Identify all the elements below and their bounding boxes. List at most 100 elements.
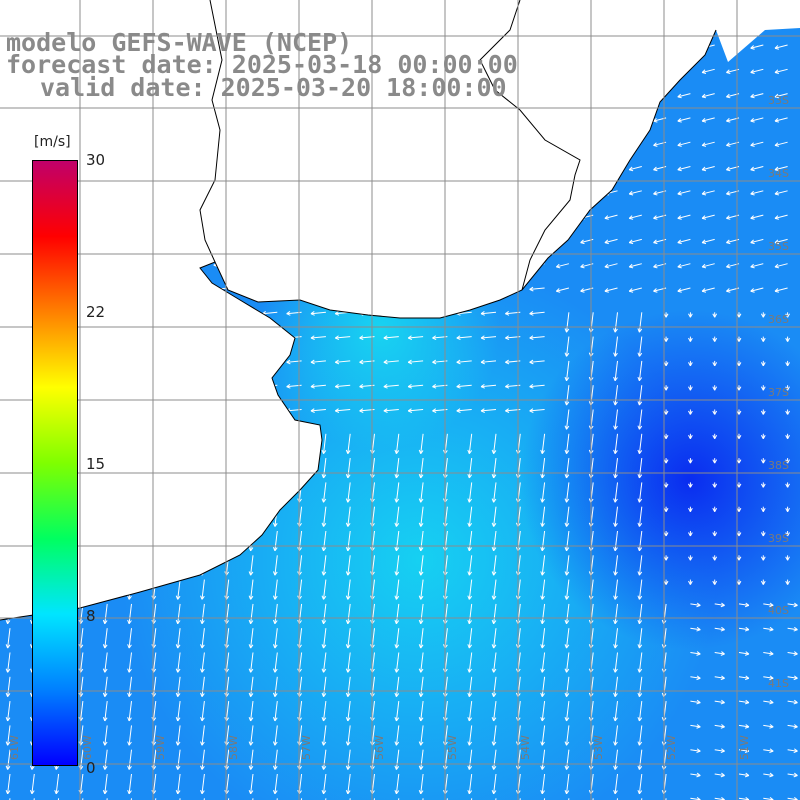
wind-arrow-head bbox=[164, 238, 169, 242]
wind-arrow-head bbox=[566, 595, 570, 600]
wind-arrow-head bbox=[335, 288, 340, 292]
wind-arrow-head bbox=[164, 311, 169, 315]
wind-arrow-head bbox=[750, 45, 754, 49]
wind-arrow-head bbox=[653, 144, 658, 147]
wind-arrow-head bbox=[359, 410, 364, 413]
wind-arrow-head bbox=[564, 717, 567, 722]
wind-arrow-head bbox=[726, 288, 730, 292]
wind-arrow-head bbox=[712, 459, 716, 464]
wind-arrow-head bbox=[505, 189, 509, 193]
wind-arrow-head bbox=[653, 45, 657, 49]
wind-arrow bbox=[408, 190, 424, 193]
wind-arrow bbox=[347, 579, 351, 600]
wind-arrow bbox=[347, 530, 351, 551]
wind-arrow-head bbox=[564, 522, 567, 527]
wind-arrow-head bbox=[335, 410, 340, 413]
wind-arrow-head bbox=[456, 213, 461, 217]
wind-arrow-head bbox=[200, 595, 203, 600]
wind-arrow bbox=[604, 141, 618, 146]
wind-arrow bbox=[262, 214, 278, 218]
wind-arrow-head bbox=[785, 459, 789, 464]
lon-label: 56W bbox=[373, 735, 386, 760]
wind-arrow-head bbox=[467, 474, 470, 479]
wind-arrow-head bbox=[529, 140, 534, 145]
wind-arrow-head bbox=[7, 717, 11, 722]
wind-arrow-head bbox=[29, 789, 33, 795]
wind-arrow bbox=[614, 433, 618, 454]
wind-arrow-head bbox=[468, 450, 473, 454]
wind-arrow-head bbox=[738, 556, 742, 561]
wind-arrow-head bbox=[359, 264, 364, 268]
wind-arrow-head bbox=[127, 765, 130, 770]
wind-arrow-head bbox=[250, 498, 254, 503]
wind-arrow-head bbox=[555, 288, 560, 292]
wind-arrow-head bbox=[456, 143, 461, 146]
wind-arrow-head bbox=[467, 789, 470, 795]
wind-arrow-head bbox=[628, 190, 633, 195]
wind-arrow-head bbox=[580, 193, 585, 196]
wind-arrow bbox=[250, 603, 254, 624]
wind-arrow-head bbox=[140, 313, 145, 316]
wind-arrow-head bbox=[750, 72, 755, 75]
wind-arrow-head bbox=[721, 796, 725, 800]
wind-arrow bbox=[750, 117, 764, 122]
wind-arrow-head bbox=[383, 118, 388, 122]
wind-arrow bbox=[177, 579, 181, 600]
wind-arrow bbox=[481, 166, 497, 169]
wind-arrow bbox=[128, 458, 132, 479]
wind-arrow-head bbox=[604, 144, 609, 147]
wind-arrow bbox=[177, 433, 181, 454]
wind-arrow-head bbox=[750, 93, 754, 98]
wind-arrow-head bbox=[787, 386, 790, 391]
wind-arrow bbox=[614, 385, 618, 406]
wind-arrow-head bbox=[310, 335, 315, 339]
wind-arrow bbox=[614, 336, 618, 357]
wind-arrow-head bbox=[701, 215, 706, 219]
wind-arrow-head bbox=[712, 556, 716, 561]
wind-arrow-head bbox=[347, 450, 351, 454]
wind-arrow-head bbox=[237, 286, 242, 290]
wind-arrow-head bbox=[637, 668, 640, 673]
wind-arrow-head bbox=[177, 450, 181, 454]
wind-arrow bbox=[189, 384, 205, 388]
wind-arrow-head bbox=[323, 450, 327, 454]
wind-arrow-head bbox=[493, 717, 497, 722]
wind-arrow-head bbox=[321, 717, 324, 722]
wind-arrow-head bbox=[432, 288, 437, 292]
wind-arrow-head bbox=[286, 262, 291, 266]
wind-arrow-head bbox=[774, 93, 779, 98]
wind-arrow-head bbox=[480, 213, 485, 217]
wind-arrow bbox=[529, 117, 545, 120]
wind-arrow-head bbox=[102, 717, 106, 722]
wind-arrow bbox=[677, 44, 691, 49]
wind-arrow-head bbox=[201, 668, 205, 673]
wind-arrow-head bbox=[774, 239, 779, 243]
wind-arrow-head bbox=[714, 337, 718, 342]
wind-arrow-head bbox=[323, 620, 327, 625]
wind-arrow-head bbox=[614, 425, 618, 430]
lat-label: 33S bbox=[768, 94, 789, 107]
wind-arrow-head bbox=[359, 286, 364, 290]
wind-arrow-head bbox=[762, 556, 766, 561]
wind-arrow bbox=[140, 214, 156, 218]
wind-arrow bbox=[201, 676, 205, 697]
wind-arrow-head bbox=[614, 450, 618, 454]
wind-arrow bbox=[201, 458, 205, 479]
wind-arrow-head bbox=[677, 290, 682, 293]
wind-arrow-head bbox=[566, 571, 570, 576]
wind-arrow-head bbox=[225, 498, 230, 503]
wind-arrow-head bbox=[638, 595, 643, 600]
latitude-labels: 33S 34S 35S 36S 37S 38S 39S 40S 41S bbox=[768, 94, 789, 690]
wind-arrow-head bbox=[394, 741, 397, 746]
wind-arrow bbox=[323, 773, 327, 794]
wind-arrow-head bbox=[720, 726, 725, 729]
wind-arrow bbox=[638, 482, 643, 503]
wind-arrow-head bbox=[407, 140, 412, 145]
wind-arrow-head bbox=[359, 165, 364, 169]
wind-arrow-head bbox=[604, 118, 609, 122]
wind-arrow-head bbox=[637, 376, 640, 381]
wind-arrow bbox=[201, 652, 205, 673]
wind-arrow-head bbox=[677, 217, 682, 220]
wind-arrow bbox=[7, 652, 11, 673]
